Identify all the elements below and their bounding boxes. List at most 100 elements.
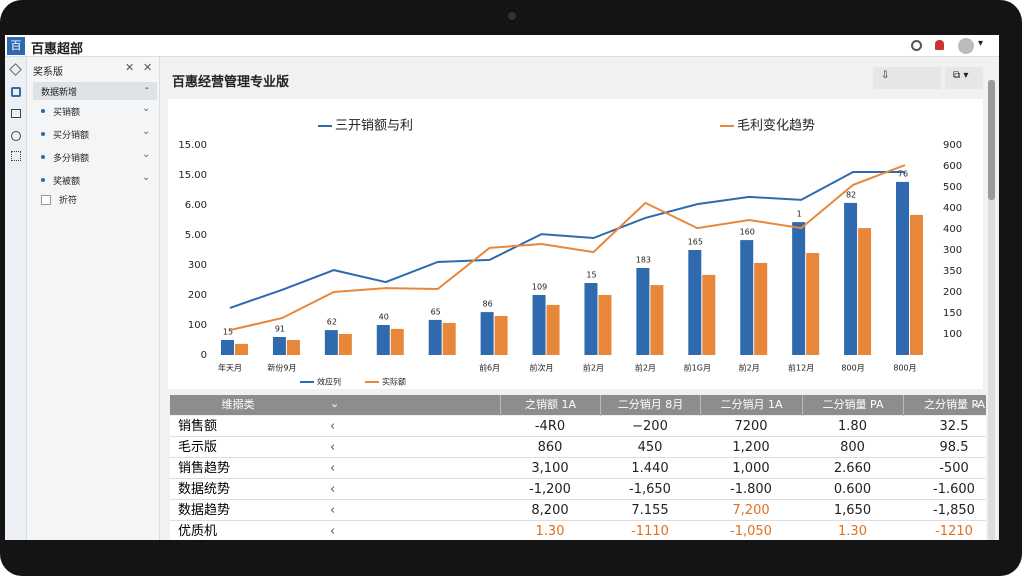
- bar: [338, 334, 352, 355]
- avatar[interactable]: [958, 38, 974, 54]
- tick-label: 900: [943, 140, 962, 151]
- chevron[interactable]: ⌄: [142, 126, 151, 137]
- x-tick-label: 前12月: [788, 363, 814, 373]
- settings-button[interactable]: ⧉ ▾: [945, 67, 983, 89]
- header-cell[interactable]: 二分销月 1A: [700, 395, 802, 416]
- scroll-thumb[interactable]: [988, 80, 995, 200]
- item-label: 数据新增: [41, 88, 78, 98]
- nav-icon[interactable]: [11, 151, 21, 161]
- row-expand[interactable]: ‹: [330, 419, 336, 434]
- bar: [272, 337, 286, 355]
- table-cell: 450: [637, 440, 663, 455]
- table-cell: 1.440: [631, 461, 669, 476]
- view-icon[interactable]: [911, 40, 922, 51]
- bell-icon[interactable]: [935, 40, 944, 50]
- header-cell[interactable]: 之销额 1A: [500, 395, 600, 416]
- table-cell: -1,850: [933, 503, 975, 518]
- row-expand[interactable]: ‹: [330, 524, 336, 539]
- nav-item[interactable]: 买销额: [53, 108, 81, 118]
- legend-label: 实际额: [382, 377, 406, 387]
- sidebar-title: 奖系版: [33, 67, 63, 78]
- bar-label: 82: [846, 190, 856, 199]
- row-expand[interactable]: ‹: [330, 440, 336, 455]
- legend-label: 毛利变化趋势: [737, 118, 815, 134]
- bar: [390, 328, 404, 355]
- chevron[interactable]: ⌄: [142, 149, 151, 160]
- bar: [532, 295, 546, 355]
- bar: [376, 325, 390, 355]
- close-button[interactable]: ✕: [143, 61, 153, 74]
- tick-label: 200: [943, 287, 962, 298]
- tick-label: 400: [943, 203, 962, 214]
- table-cell: 1,200: [732, 440, 770, 455]
- nav-bullet: [41, 155, 45, 159]
- table-cell: 1,000: [732, 461, 770, 476]
- export-button[interactable]: ⇩: [873, 67, 941, 89]
- bar: [910, 214, 923, 355]
- header-cell[interactable]: 之分销量 PA: [903, 395, 999, 416]
- chevron[interactable]: ⌄: [142, 172, 151, 183]
- sort-caret[interactable]: ⌄: [330, 397, 340, 410]
- bar-label: 86: [483, 300, 493, 309]
- nav-icon[interactable]: [11, 131, 21, 141]
- sidebar: 奖系版 ✕ ✕ 数据新增 - 买销额 ⌄ 买分销额 ⌄ 多分销额 ⌄ 奖被额 ⌄ 折符: [27, 57, 160, 540]
- nav-item[interactable]: 买分销额: [53, 131, 90, 141]
- nav-item[interactable]: 多分销额: [53, 154, 90, 164]
- table-cell: 1.80: [838, 419, 867, 434]
- header-cell[interactable]: 二分销量 PA: [802, 395, 903, 416]
- table-cell: -1110: [631, 524, 669, 539]
- bar: [235, 343, 248, 355]
- row-label: 销售趋势: [178, 461, 231, 476]
- row-expand[interactable]: ‹: [330, 482, 336, 497]
- x-tick-label: 前2月: [635, 363, 656, 373]
- nav-icon[interactable]: [11, 109, 21, 118]
- bar-label: 65: [431, 307, 441, 316]
- line: [229, 164, 906, 332]
- bar-label: 165: [688, 238, 703, 247]
- table-cell: 2.660: [833, 461, 872, 476]
- header-cell[interactable]: 二分销月 8月: [600, 395, 700, 416]
- legend-label: 三开销额与利: [335, 119, 413, 134]
- x-tick-label: 800月: [841, 364, 864, 373]
- table-cell: 32.5: [939, 419, 969, 434]
- header-cell[interactable]: 维搦类: [221, 398, 255, 411]
- tick-label: 300: [943, 245, 962, 256]
- x-tick-label: 年天月: [218, 363, 242, 373]
- icon-rail: [5, 57, 27, 540]
- row-label: 优质机: [178, 524, 218, 539]
- table-cell: 7.155: [631, 503, 669, 518]
- selected-item[interactable]: 数据新增 -: [33, 82, 157, 100]
- bar-label: 62: [327, 318, 337, 327]
- screen: 百 百惠超部 ▾ 奖系版 ✕ ✕ 数据新增 - 买销额 ⌄ 买分销额 ⌄ 多分销额 ⌄ 奖被…: [5, 35, 999, 540]
- bar-label: 183: [636, 256, 651, 265]
- close-button[interactable]: ✕: [125, 61, 135, 74]
- row-expand[interactable]: ‹: [330, 461, 336, 476]
- tick-label: 5.00: [185, 230, 207, 241]
- bar: [636, 268, 650, 355]
- x-tick-label: 800月: [893, 364, 916, 373]
- table-cell: 8,200: [531, 503, 569, 518]
- table-cell: 800: [840, 440, 865, 455]
- tick-label: 150: [943, 308, 962, 319]
- row-expand[interactable]: ‹: [330, 503, 336, 518]
- sort-caret[interactable]: ⌄: [972, 397, 982, 410]
- bar: [428, 319, 442, 355]
- menu-caret[interactable]: ▾: [978, 38, 984, 49]
- bar: [792, 222, 806, 355]
- bar: [286, 340, 300, 355]
- bar: [844, 202, 858, 355]
- nav-item[interactable]: 奖被额: [53, 177, 81, 187]
- nav-icon[interactable]: [11, 87, 21, 97]
- logo[interactable]: 百: [7, 37, 25, 55]
- chevron[interactable]: ⌄: [142, 103, 151, 114]
- tick-label: 15.00: [178, 140, 207, 151]
- checkbox[interactable]: [41, 195, 51, 205]
- nav-bullet: [41, 178, 45, 182]
- table-cell: 3,100: [531, 461, 569, 476]
- bar: [858, 228, 872, 355]
- nav-bullet: [41, 109, 45, 113]
